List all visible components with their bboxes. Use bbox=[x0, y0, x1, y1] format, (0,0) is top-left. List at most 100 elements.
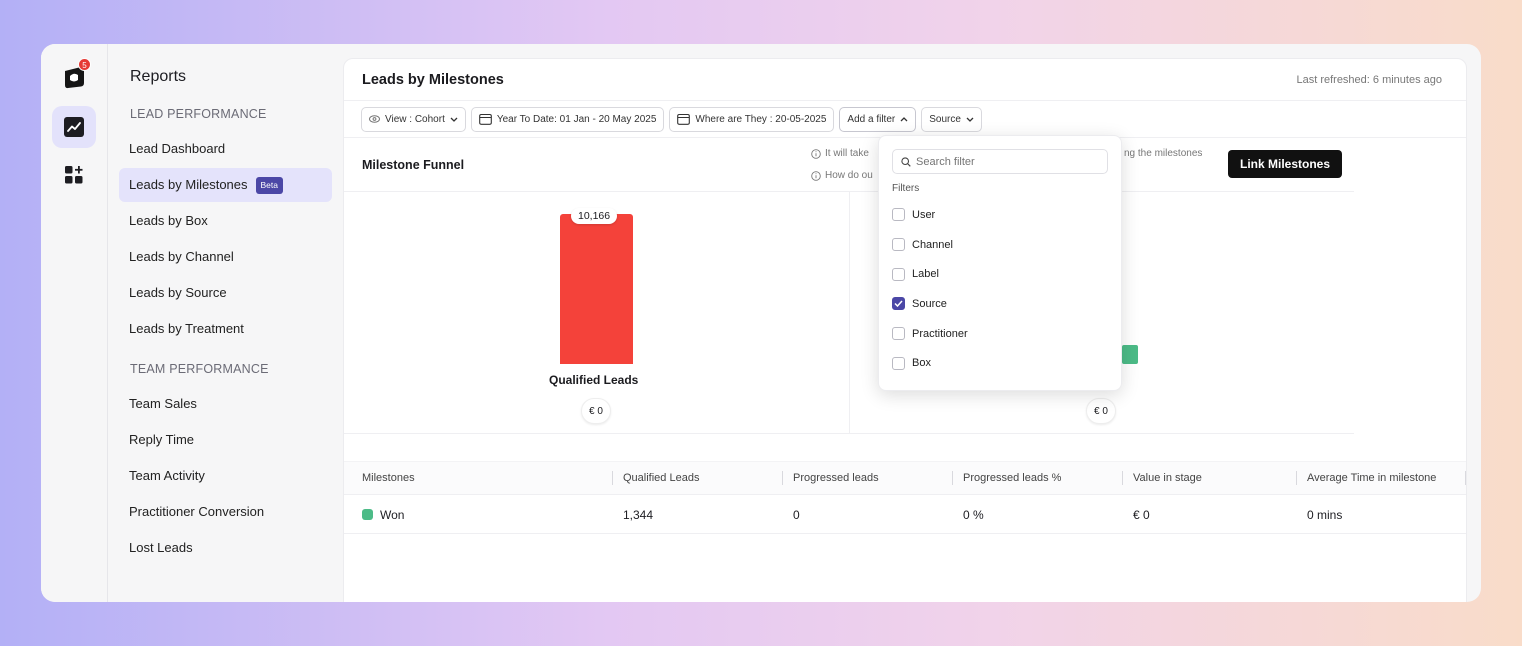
date-range-label: Year To Date: 01 Jan - 20 May 2025 bbox=[496, 113, 657, 125]
stage-divider bbox=[849, 192, 850, 434]
view-select[interactable]: View : Cohort bbox=[361, 106, 466, 132]
source-filter-select[interactable]: Source bbox=[921, 106, 982, 132]
sidebar-item-label: Team Sales bbox=[129, 396, 197, 411]
app-logo[interactable]: 5 bbox=[59, 58, 91, 92]
funnel-bar-qualified-leads[interactable] bbox=[560, 214, 633, 364]
col-milestones[interactable]: Milestones bbox=[362, 472, 415, 484]
col-qualified-leads[interactable]: Qualified Leads bbox=[623, 472, 700, 484]
funnel-bar-won[interactable] bbox=[1122, 345, 1138, 364]
sidebar-item-label: Leads by Treatment bbox=[129, 321, 244, 336]
reports-sidebar: Reports LEAD PERFORMANCE Lead Dashboard … bbox=[108, 44, 343, 602]
info-icon bbox=[811, 170, 821, 181]
filters-section-label: Filters bbox=[892, 183, 920, 194]
funnel-stage-value: € 0 bbox=[581, 398, 611, 424]
sidebar-item-label: Lead Dashboard bbox=[129, 141, 226, 156]
sidebar-item-team-activity[interactable]: Team Activity bbox=[119, 459, 332, 493]
funnel-hint-3-text: ng the milestones bbox=[1124, 148, 1203, 159]
sidebar-item-reply-time[interactable]: Reply Time bbox=[119, 423, 332, 457]
funnel-hint-1-text: It will take bbox=[825, 148, 869, 159]
app-window: 5 Reports LEAD PERFORMANCE Lead Dashboar… bbox=[41, 44, 1481, 602]
filter-option-user[interactable]: User bbox=[892, 200, 1108, 230]
filter-option-label: Source bbox=[912, 297, 947, 310]
col-progressed-leads[interactable]: Progressed leads bbox=[793, 472, 879, 484]
where-are-they-label: Where are They : 20-05-2025 bbox=[695, 113, 827, 125]
column-divider bbox=[612, 471, 613, 485]
sidebar-item-team-sales[interactable]: Team Sales bbox=[119, 387, 332, 421]
filter-option-box[interactable]: Box bbox=[892, 348, 1108, 378]
cell-avg-time: 0 mins bbox=[1307, 508, 1343, 522]
filter-option-label[interactable]: Label bbox=[892, 259, 1108, 289]
filter-option-label: Label bbox=[912, 268, 939, 281]
sidebar-item-label: Practitioner Conversion bbox=[129, 504, 265, 519]
where-are-they-select[interactable]: Where are They : 20-05-2025 bbox=[669, 106, 835, 132]
filter-option-label: Channel bbox=[912, 238, 953, 251]
section-team-performance: TEAM PERFORMANCE bbox=[130, 362, 269, 376]
filter-option-label: Box bbox=[912, 357, 931, 370]
column-divider bbox=[782, 471, 783, 485]
funnel-title: Milestone Funnel bbox=[362, 157, 465, 172]
sidebar-item-leads-by-box[interactable]: Leads by Box bbox=[119, 204, 332, 238]
sidebar-item-label: Leads by Box bbox=[129, 213, 208, 228]
filter-bar: View : Cohort Year To Date: 01 Jan - 20 … bbox=[344, 101, 1466, 138]
column-divider bbox=[1465, 471, 1466, 485]
view-select-label: View : Cohort bbox=[385, 113, 445, 125]
reports-rail-button[interactable] bbox=[52, 106, 96, 148]
filter-option-channel[interactable]: Channel bbox=[892, 230, 1108, 260]
sidebar-item-leads-by-channel[interactable]: Leads by Channel bbox=[119, 240, 332, 274]
checkbox[interactable] bbox=[892, 327, 905, 341]
notification-badge: 5 bbox=[78, 58, 91, 71]
col-progressed-leads-pct[interactable]: Progressed leads % bbox=[963, 472, 1062, 484]
sidebar-item-lead-dashboard[interactable]: Lead Dashboard bbox=[119, 132, 332, 166]
page-title: Leads by Milestones bbox=[362, 71, 504, 88]
milestone-color-dot bbox=[362, 509, 373, 520]
col-value-in-stage[interactable]: Value in stage bbox=[1133, 472, 1202, 484]
sidebar-item-label: Leads by Channel bbox=[129, 249, 234, 264]
cell-qualified: 1,344 bbox=[623, 508, 654, 522]
sidebar-item-leads-by-source[interactable]: Leads by Source bbox=[119, 276, 332, 310]
filter-option-source[interactable]: Source bbox=[892, 289, 1108, 319]
checkbox[interactable] bbox=[892, 267, 905, 281]
icon-rail: 5 bbox=[41, 44, 108, 602]
table-row[interactable]: Won 1,344 0 0 % € 0 0 mins bbox=[344, 495, 1466, 534]
col-average-time[interactable]: Average Time in milestone bbox=[1307, 472, 1437, 484]
chevron-down-icon bbox=[450, 117, 458, 122]
funnel-stage-name: Qualified Leads bbox=[549, 373, 639, 387]
add-filter-button[interactable]: Add a filter bbox=[839, 106, 917, 132]
source-filter-label: Source bbox=[929, 113, 961, 125]
sidebar-item-label: Leads by Milestones bbox=[129, 177, 248, 192]
add-filter-label: Add a filter bbox=[847, 113, 896, 125]
sidebar-item-leads-by-milestones[interactable]: Leads by Milestones Beta bbox=[119, 168, 332, 202]
column-divider bbox=[1122, 471, 1123, 485]
search-filter-input[interactable] bbox=[916, 155, 1096, 168]
search-filter-field[interactable] bbox=[892, 149, 1108, 174]
date-range-select[interactable]: Year To Date: 01 Jan - 20 May 2025 bbox=[470, 106, 665, 132]
beta-badge: Beta bbox=[255, 176, 284, 194]
table-header: Milestones Qualified Leads Progressed le… bbox=[344, 461, 1466, 495]
checkbox-checked[interactable] bbox=[892, 297, 905, 311]
funnel-hint-1[interactable]: It will take bbox=[811, 148, 869, 159]
chevron-down-icon bbox=[966, 117, 974, 122]
filter-option-practitioner[interactable]: Practitioner bbox=[892, 319, 1108, 349]
funnel-bar-count: 10,166 bbox=[571, 208, 618, 224]
last-refreshed: Last refreshed: 6 minutes ago bbox=[1296, 73, 1442, 86]
cell-progressed-pct: 0 % bbox=[963, 508, 984, 522]
checkbox[interactable] bbox=[892, 238, 905, 252]
checkbox[interactable] bbox=[892, 356, 905, 370]
checkbox[interactable] bbox=[892, 208, 905, 222]
column-divider bbox=[1296, 471, 1297, 485]
cell-value: € 0 bbox=[1133, 508, 1150, 522]
logo-icon bbox=[65, 66, 84, 89]
check-icon bbox=[894, 300, 903, 308]
search-icon bbox=[901, 156, 911, 167]
info-icon bbox=[811, 148, 821, 159]
apps-rail-button[interactable] bbox=[52, 154, 96, 196]
filter-option-label: User bbox=[912, 208, 936, 221]
sidebar-item-lost-leads[interactable]: Lost Leads bbox=[119, 531, 332, 565]
add-filter-dropdown: Filters User Channel Label Source Practi… bbox=[878, 135, 1122, 391]
funnel-hint-2-text: How do ou bbox=[825, 170, 873, 181]
sidebar-item-leads-by-treatment[interactable]: Leads by Treatment bbox=[119, 312, 332, 346]
link-milestones-button[interactable]: Link Milestones bbox=[1228, 150, 1343, 178]
funnel-hint-2[interactable]: How do ou bbox=[811, 170, 873, 181]
funnel-header: Milestone Funnel It will take How do ou … bbox=[344, 138, 1354, 192]
sidebar-item-practitioner-conversion[interactable]: Practitioner Conversion bbox=[119, 495, 332, 529]
